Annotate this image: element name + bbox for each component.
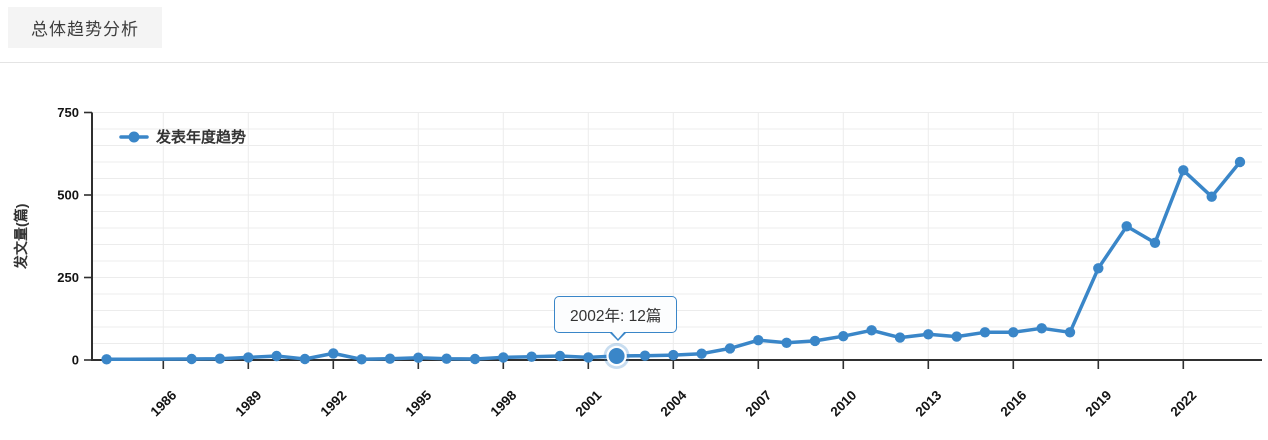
data-point[interactable] <box>979 327 991 338</box>
data-point[interactable] <box>1036 323 1047 334</box>
data-point[interactable] <box>356 354 367 365</box>
data-point[interactable] <box>724 343 736 354</box>
y-tick-label: 0 <box>72 353 79 368</box>
chart-tooltip: 2002年: 12篇 <box>554 296 678 341</box>
x-tick-label: 2013 <box>913 387 945 419</box>
x-tick-label: 2007 <box>743 388 775 420</box>
data-point[interactable] <box>328 348 339 359</box>
data-point[interactable] <box>1093 263 1104 274</box>
data-point[interactable] <box>696 348 707 359</box>
x-tick-label: 2019 <box>1083 388 1115 420</box>
data-point[interactable] <box>1149 237 1161 248</box>
data-point[interactable] <box>809 335 821 347</box>
y-axis-title: 发文量(篇) <box>13 204 29 270</box>
data-point[interactable] <box>554 350 566 362</box>
x-tick-label: 1992 <box>318 388 350 420</box>
data-point[interactable] <box>1178 165 1189 176</box>
data-point[interactable] <box>243 352 254 363</box>
y-tick-label: 250 <box>57 270 79 285</box>
data-point[interactable] <box>923 329 934 340</box>
data-point[interactable] <box>781 337 792 348</box>
data-point[interactable] <box>951 331 962 342</box>
legend-label[interactable]: 发表年度趋势 <box>155 128 246 146</box>
data-point[interactable] <box>753 335 764 346</box>
data-point[interactable] <box>894 332 906 343</box>
x-tick-label: 2001 <box>573 387 605 419</box>
y-tick-label: 500 <box>57 188 79 203</box>
data-point[interactable] <box>1234 156 1246 168</box>
x-tick-label: 2010 <box>828 388 860 420</box>
header-divider <box>0 62 1268 63</box>
data-point[interactable] <box>441 353 452 364</box>
data-point[interactable] <box>1008 327 1019 338</box>
data-point[interactable] <box>866 325 877 336</box>
data-point[interactable] <box>838 331 849 342</box>
data-point[interactable] <box>469 353 481 365</box>
x-tick-label: 2004 <box>658 387 690 419</box>
data-point[interactable] <box>583 352 594 363</box>
trend-chart-canvas[interactable]: 0 250 500 750 1986 1989 1992 1995 1998 2001 2004 20… <box>0 70 1268 440</box>
data-point[interactable] <box>413 352 424 363</box>
x-tick-label: 1989 <box>233 388 265 420</box>
trend-chart[interactable]: 0 250 500 750 1986 1989 1992 1995 1998 2001 2004 20… <box>0 70 1268 440</box>
data-point[interactable] <box>299 353 311 365</box>
data-point[interactable] <box>271 350 282 362</box>
legend-dot-mark[interactable] <box>128 131 140 143</box>
x-tick-label: 2016 <box>998 387 1030 419</box>
tooltip-text: 2002年: 12篇 <box>570 307 662 325</box>
x-tick-label: 1998 <box>488 387 520 419</box>
data-point[interactable] <box>101 354 112 365</box>
highlighted-data-point[interactable] <box>608 348 625 364</box>
data-point[interactable] <box>1064 327 1076 338</box>
data-point[interactable] <box>639 350 651 361</box>
data-point[interactable] <box>498 352 509 363</box>
section-title: 总体趋势分析 <box>31 20 139 39</box>
data-point[interactable] <box>186 353 197 365</box>
x-tick-label: 1986 <box>148 387 180 419</box>
x-tick-label: 1995 <box>403 387 435 419</box>
data-point[interactable] <box>526 351 537 362</box>
y-tick-label: 750 <box>57 105 79 120</box>
x-tick-label: 2022 <box>1168 388 1200 420</box>
data-point[interactable] <box>668 349 679 361</box>
data-point[interactable] <box>384 353 396 364</box>
data-point[interactable] <box>1121 221 1132 232</box>
section-title-box: 总体趋势分析 <box>8 7 162 48</box>
data-point[interactable] <box>214 353 226 364</box>
data-point[interactable] <box>1206 191 1217 202</box>
